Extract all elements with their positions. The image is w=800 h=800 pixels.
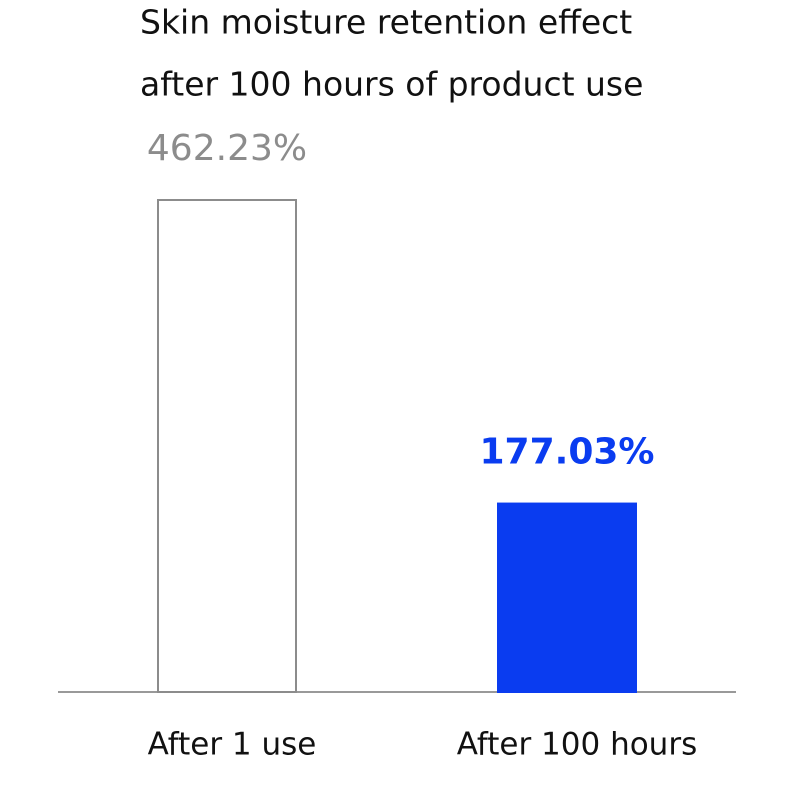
- bar: [497, 502, 637, 693]
- bar: [157, 199, 297, 693]
- x-tick-label: After 100 hours: [457, 727, 697, 763]
- chart-title: Skin moisture retention effect: [140, 3, 632, 42]
- x-tick-label: After 1 use: [148, 727, 317, 763]
- chart-title: after 100 hours of product use: [140, 65, 643, 104]
- value-label: 177.03%: [480, 432, 655, 473]
- value-label: 462.23%: [147, 128, 307, 169]
